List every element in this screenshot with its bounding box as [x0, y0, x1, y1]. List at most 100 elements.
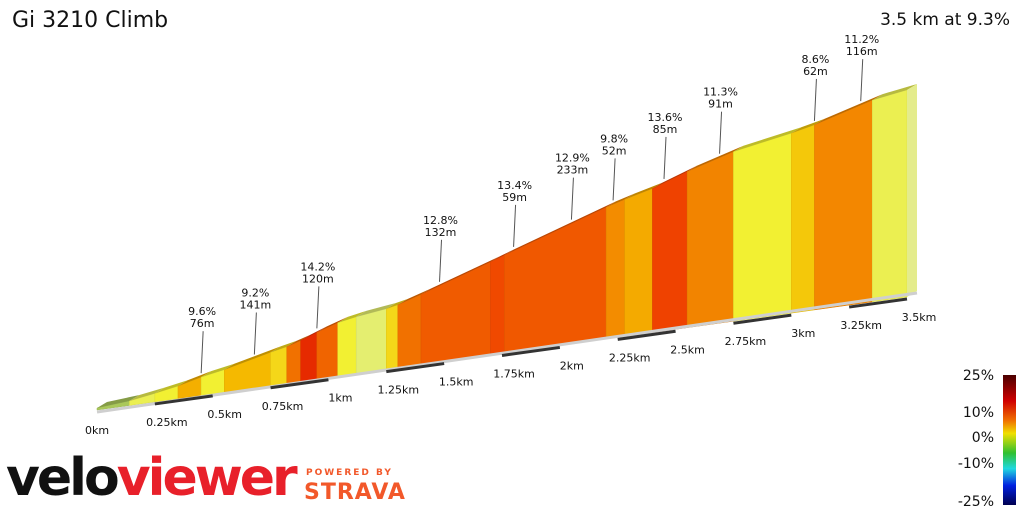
profile-segment-top	[286, 334, 311, 347]
profile-segment	[224, 352, 271, 393]
annotation-length: 91m	[708, 98, 733, 111]
profile-segment-top	[872, 84, 917, 101]
veloviewer-logo: veloviewer	[6, 448, 298, 508]
distance-band	[848, 297, 908, 309]
legend-color-bar	[1003, 375, 1016, 505]
x-tick-label: 0.5km	[207, 408, 242, 421]
profile-segment-top	[397, 288, 431, 305]
logo-part: velo	[6, 448, 120, 508]
distance-band	[270, 378, 329, 390]
x-tick-label: 3.5km	[902, 311, 937, 324]
profile-end-face	[907, 84, 917, 297]
profile-segment-top	[421, 255, 501, 295]
profile-segment-top	[201, 363, 235, 378]
logo-part: viewer	[116, 448, 298, 508]
legend-label: 0%	[972, 430, 994, 446]
x-tick-label: 0.75km	[262, 400, 304, 413]
annotation-leader	[612, 158, 616, 201]
profile-segment	[872, 89, 908, 303]
annotation-leader	[860, 59, 864, 102]
powered-by-label: POWERED BY	[306, 468, 393, 478]
annotation-leader	[813, 78, 817, 121]
annotation-leader	[570, 177, 574, 220]
annotation-grade: 11.2%	[844, 33, 879, 46]
profile-segment	[490, 254, 505, 356]
profile-segment-top	[129, 387, 165, 401]
profile-segment-top	[97, 394, 140, 408]
annotation-grade: 14.2%	[300, 260, 335, 273]
profile-segment	[386, 304, 399, 370]
profile-segment-top	[490, 249, 515, 262]
profile-segment	[652, 171, 688, 333]
annotation-leader	[316, 286, 320, 329]
annotation-grade: 9.2%	[241, 286, 269, 299]
distance-axis: 0km 0.25km 0.5km 0.75km 1km 1.25km 1.5km 1.75km…	[85, 291, 937, 437]
annotation-grade: 9.8%	[600, 132, 628, 145]
annotation-length: 52m	[602, 144, 627, 157]
x-tick-label: 1.5km	[439, 376, 474, 389]
distance-baseline	[96, 291, 918, 414]
annotation-length: 62m	[803, 65, 828, 78]
profile-segment	[337, 316, 357, 377]
profile-segment-top	[687, 145, 744, 172]
profile-segment-top	[606, 193, 635, 208]
profile-segment	[791, 124, 815, 314]
profile-segment	[504, 206, 607, 354]
legend-label: -25%	[958, 494, 994, 510]
annotation-grade: 13.4%	[497, 179, 532, 192]
legend-label: 10%	[963, 405, 994, 421]
annotation-length: 59m	[502, 191, 527, 204]
profile-segment	[286, 340, 301, 384]
profile-segment-top	[652, 165, 698, 189]
legend-label: -10%	[958, 456, 994, 472]
x-tick-label: 0.25km	[146, 416, 188, 429]
annotation-length: 85m	[653, 123, 678, 136]
profile-segment-top	[300, 326, 327, 341]
annotation-length: 76m	[190, 317, 215, 330]
x-tick-label: 3km	[791, 327, 815, 340]
annotation-leader	[200, 331, 204, 374]
profile-segment-top	[270, 340, 297, 353]
annotation-grade: 11.3%	[703, 86, 738, 99]
profile-segment-top	[178, 371, 212, 387]
x-tick-label: 1.25km	[377, 384, 419, 397]
x-tick-label: 2.5km	[670, 343, 705, 356]
profile-segment	[624, 188, 653, 337]
profile-segment	[270, 346, 288, 387]
x-tick-label: 0km	[85, 424, 109, 437]
profile-segment	[316, 322, 338, 380]
annotation-grade: 12.8%	[423, 214, 458, 227]
annotation-grade: 9.6%	[188, 305, 216, 318]
annotation-length: 233m	[557, 164, 589, 177]
annotation-leader	[253, 312, 257, 355]
profile-segment	[200, 369, 225, 396]
annotation-leader	[513, 204, 517, 247]
profile-segment-top	[504, 201, 617, 256]
x-tick-label: 2.75km	[725, 335, 767, 348]
profile-segment-top	[733, 127, 802, 152]
profile-segment-top	[316, 316, 348, 333]
profile-segment-top	[224, 346, 281, 370]
distance-band	[501, 345, 561, 357]
annotation-leader	[719, 111, 723, 154]
annotation-grade: 8.6%	[801, 53, 829, 66]
annotation-grade: 12.9%	[555, 152, 590, 165]
profile-segment	[355, 308, 387, 375]
profile-segment-top	[154, 380, 188, 394]
profile-segment-top	[386, 298, 408, 309]
x-tick-label: 2.25km	[609, 351, 651, 364]
climb-summary: 3.5 km at 9.3%	[880, 10, 1010, 30]
x-tick-label: 2km	[560, 359, 584, 372]
distance-band	[617, 329, 676, 341]
annotation-leader	[663, 136, 667, 179]
x-tick-label: 1.75km	[493, 368, 535, 381]
legend-label: 25%	[963, 368, 994, 384]
profile-segment	[605, 199, 625, 340]
profile-segment-top	[337, 310, 367, 323]
annotation-length: 141m	[240, 298, 272, 311]
strava-logo: STRAVA	[304, 480, 406, 505]
x-tick-label: 3.25km	[840, 319, 882, 332]
profile-segments	[96, 84, 917, 411]
annotation-length: 120m	[302, 272, 334, 285]
